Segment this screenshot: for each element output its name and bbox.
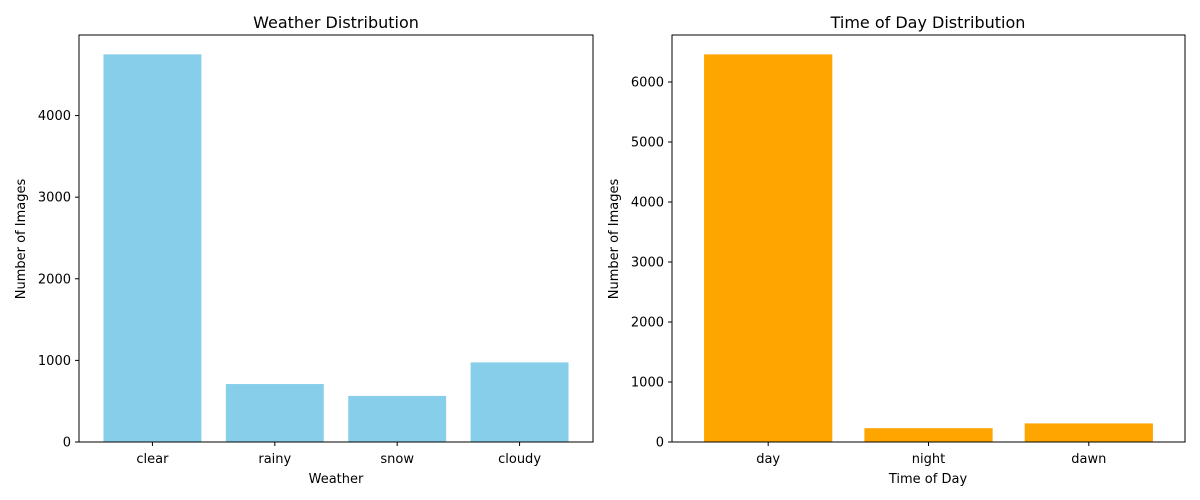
weather-chart-x-ticks: clear rainy snow cloudy xyxy=(136,442,541,467)
time-of-day-chart-y-tick-label: 6000 xyxy=(631,75,664,90)
time-of-day-chart-y-tick-label: 1000 xyxy=(631,375,664,390)
weather-chart-title: Weather Distribution xyxy=(253,13,419,32)
time-of-day-chart-y-axis-label: Number of Images xyxy=(607,179,622,300)
time-of-day-chart-bar-day xyxy=(704,54,833,442)
time-of-day-chart-x-tick-label: night xyxy=(912,452,945,467)
weather-chart-x-axis-label: Weather xyxy=(309,472,364,487)
weather-chart-y-tick-label: 1000 xyxy=(38,354,71,369)
time-of-day-chart-title: Time of Day Distribution xyxy=(830,13,1026,32)
weather-chart-y-tick-label: 3000 xyxy=(38,191,71,206)
time-of-day-chart-y-tick-label: 3000 xyxy=(631,255,664,270)
weather-chart-bar-rainy xyxy=(225,384,324,442)
time-of-day-chart-y-ticks: 0 1000 2000 3000 4000 5000 6000 xyxy=(631,75,672,451)
weather-chart-x-tick-label: snow xyxy=(380,452,414,467)
weather-chart-x-tick-label: cloudy xyxy=(498,452,541,467)
weather-chart-y-axis-label: Number of Images xyxy=(14,179,29,300)
time-of-day-chart-bars xyxy=(704,54,1153,442)
weather-chart-bar-snow xyxy=(348,395,447,442)
weather-chart-bar-cloudy xyxy=(470,362,569,442)
weather-chart-bars xyxy=(103,54,569,442)
time-of-day-chart: Time of Day Distribution Time of Day Num… xyxy=(607,13,1186,487)
time-of-day-chart-x-axis-label: Time of Day xyxy=(888,472,968,487)
time-of-day-chart-x-ticks: day night dawn xyxy=(756,442,1106,467)
weather-chart-bar-clear xyxy=(103,54,202,442)
weather-chart-y-ticks: 0 1000 2000 3000 4000 xyxy=(38,109,79,451)
time-of-day-chart-x-tick-label: day xyxy=(756,452,780,467)
weather-chart-plot-frame xyxy=(78,34,594,443)
time-of-day-chart-plot-frame xyxy=(671,34,1186,443)
time-of-day-chart-bar-dawn xyxy=(1024,423,1153,442)
time-of-day-chart-y-tick-label: 5000 xyxy=(631,135,664,150)
weather-chart-y-tick-label: 0 xyxy=(63,436,71,451)
time-of-day-chart-y-tick-label: 2000 xyxy=(631,315,664,330)
time-of-day-chart-x-tick-label: dawn xyxy=(1071,452,1106,467)
weather-chart: Weather Distribution Weather Number of I… xyxy=(14,13,594,487)
time-of-day-chart-y-tick-label: 0 xyxy=(656,436,664,451)
weather-chart-x-tick-label: clear xyxy=(136,452,169,467)
time-of-day-chart-bar-night xyxy=(864,428,993,442)
time-of-day-chart-y-tick-label: 4000 xyxy=(631,195,664,210)
weather-chart-x-tick-label: rainy xyxy=(258,452,291,467)
weather-chart-y-tick-label: 4000 xyxy=(38,109,71,124)
weather-chart-y-tick-label: 2000 xyxy=(38,272,71,287)
